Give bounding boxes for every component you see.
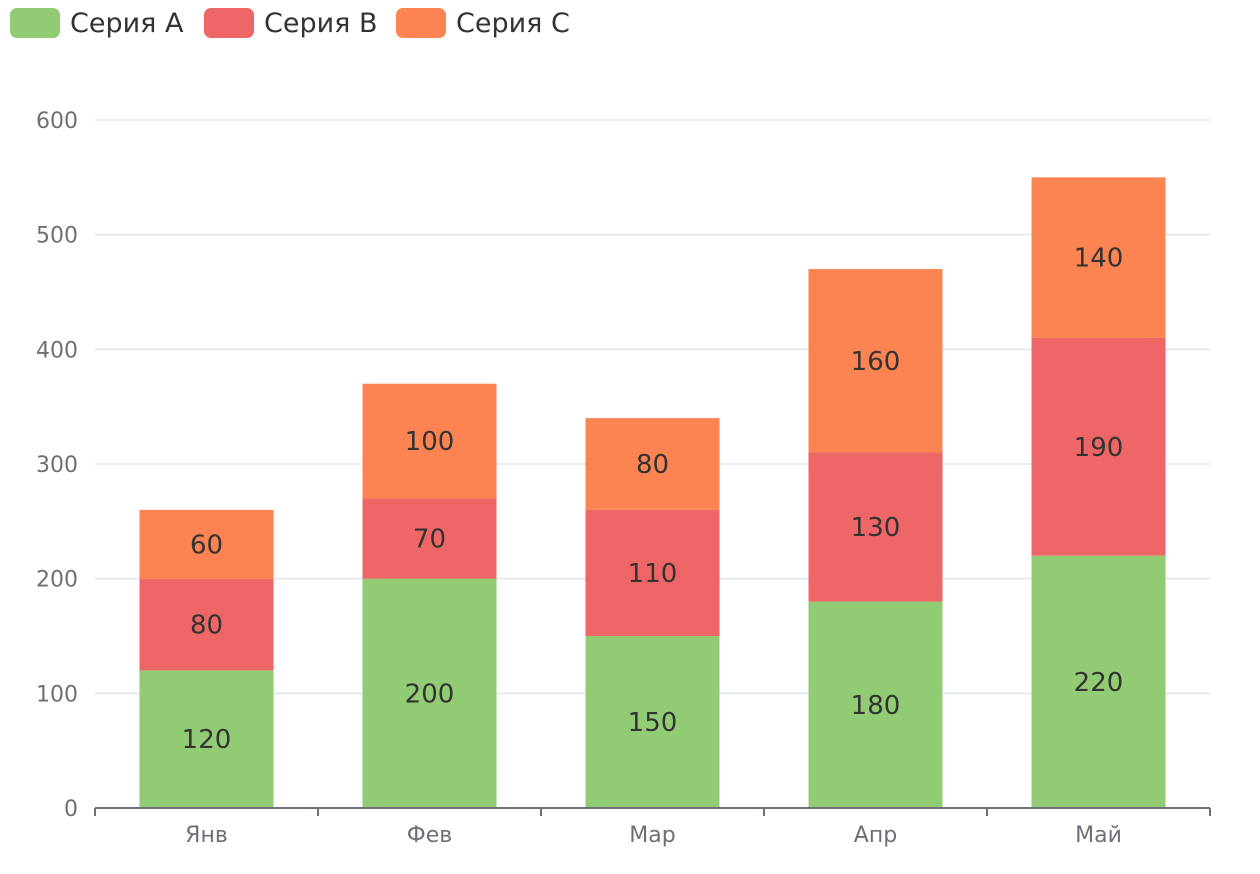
bar-1-5[interactable] — [1031, 555, 1166, 808]
y-tick-label: 0 — [64, 797, 78, 822]
data-label: 160 — [851, 347, 901, 377]
legend: Серия A Серия B Серия C — [10, 8, 570, 39]
data-label: 190 — [1074, 433, 1124, 463]
bar-1-1[interactable] — [139, 670, 274, 808]
data-label: 150 — [628, 708, 678, 738]
data-label: 80 — [636, 450, 669, 480]
bar-3-1[interactable] — [139, 509, 274, 579]
x-axis: Янв Фев Мар Апр Май — [94, 807, 1211, 848]
data-labels: 120 80 60 200 70 100 150 110 80 180 130 160 220 190 14… — [182, 244, 1124, 756]
y-tick-label: 600 — [36, 109, 78, 134]
legend-label-3[interactable]: Серия C — [456, 8, 570, 39]
legend-label-1[interactable]: Серия A — [70, 8, 184, 39]
bar-3-5[interactable] — [1031, 177, 1166, 338]
x-tick-label: Янв — [185, 823, 228, 848]
y-tick-label: 500 — [36, 224, 78, 249]
x-tick-label: Апр — [854, 823, 897, 848]
data-label: 200 — [405, 679, 455, 709]
y-tick-label: 100 — [36, 682, 78, 707]
data-label: 130 — [851, 513, 901, 543]
bars — [139, 177, 1166, 808]
bar-3-4[interactable] — [808, 269, 943, 453]
legend-swatch-3[interactable] — [396, 8, 446, 38]
bar-2-3[interactable] — [585, 509, 720, 636]
bar-2-4[interactable] — [808, 452, 943, 602]
data-label: 140 — [1074, 244, 1124, 274]
data-label: 100 — [405, 427, 455, 457]
legend-swatch-2[interactable] — [204, 8, 254, 38]
bar-3-2[interactable] — [362, 383, 497, 499]
x-tick-label: Фев — [407, 823, 452, 848]
bar-2-5[interactable] — [1031, 337, 1166, 556]
legend-label-2[interactable]: Серия B — [264, 8, 378, 39]
x-tick-label: Мар — [629, 823, 675, 848]
data-label: 110 — [628, 559, 678, 589]
bar-1-4[interactable] — [808, 601, 943, 808]
data-label: 60 — [190, 530, 223, 560]
x-tick-label: Май — [1075, 823, 1122, 848]
bar-2-1[interactable] — [139, 578, 274, 671]
data-label: 70 — [413, 525, 446, 555]
y-tick-label: 400 — [36, 338, 78, 363]
bar-1-3[interactable] — [585, 636, 720, 808]
data-label: 120 — [182, 725, 232, 755]
y-axis: 0 100 200 300 400 500 600 — [36, 109, 78, 822]
bar-2-2[interactable] — [362, 498, 497, 579]
y-tick-label: 200 — [36, 568, 78, 593]
data-label: 80 — [190, 611, 223, 641]
data-label: 180 — [851, 691, 901, 721]
legend-swatch-1[interactable] — [10, 8, 60, 38]
data-label: 220 — [1074, 668, 1124, 698]
y-tick-label: 300 — [36, 453, 78, 478]
bar-3-3[interactable] — [585, 418, 720, 510]
bar-1-2[interactable] — [362, 578, 497, 808]
